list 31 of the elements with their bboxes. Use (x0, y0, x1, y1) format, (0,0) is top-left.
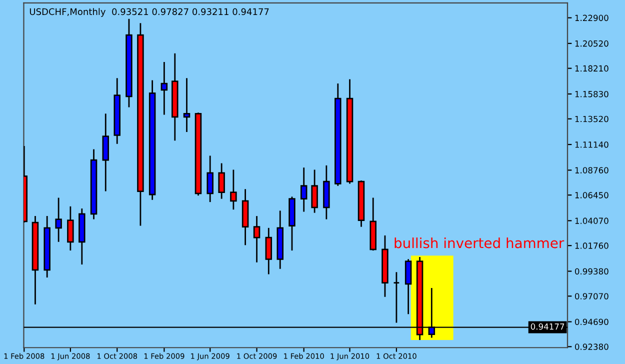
candlestick (55, 197, 62, 243)
candlestick (67, 206, 74, 252)
annotation: bullish inverted hammer (394, 237, 564, 248)
y-tick-label: 0.99380 (574, 268, 608, 275)
y-tick-label: 1.01760 (575, 242, 608, 249)
y-tick-label: 1.20520 (575, 40, 608, 47)
candlestick (218, 162, 225, 200)
candlestick (206, 155, 214, 203)
y-tick-label: 1.18210 (575, 65, 608, 72)
text: USDCHF,Monthly 0.93521 0.97827 0.93211 0.94177 (30, 8, 269, 17)
y-tick-label: 1.22900 (575, 14, 608, 22)
y-tick-label: 1.08760 (575, 167, 608, 174)
candlestick (311, 169, 318, 214)
candlestick (404, 258, 412, 315)
candlestick (183, 77, 190, 133)
candlestick (265, 227, 272, 275)
y-tick-label: 1.06450 (575, 192, 608, 198)
candlestick (102, 112, 110, 192)
y-tick-label: 1.15830 (575, 90, 608, 98)
y-tick-label: 0.94690 (574, 318, 608, 326)
y-tick-label: 1.04070 (575, 218, 608, 224)
candlestick (230, 169, 237, 210)
ref-line-label: 0.94177 (530, 323, 564, 330)
candlestick (393, 271, 400, 324)
candlestick (300, 166, 308, 212)
candlestick (160, 61, 168, 116)
y-tick-label: 1.13520 (575, 116, 608, 122)
y-tick-label: 1.11140 (575, 141, 608, 148)
y-tick-label: 0.92380 (574, 344, 608, 350)
y-tick-label: 0.97070 (574, 293, 608, 300)
candlestick (253, 215, 260, 264)
